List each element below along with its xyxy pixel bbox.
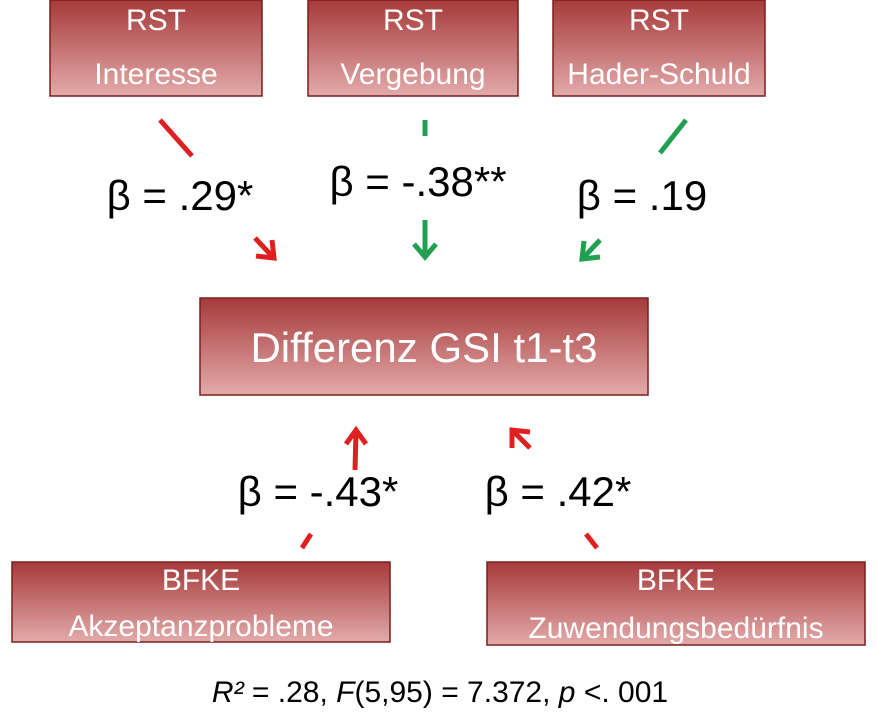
node-box [11,561,391,643]
edge-label: β = -.43* [238,468,399,515]
arrows [158,118,688,550]
arrow-head [412,242,438,261]
edge-label: β = .42* [485,468,632,515]
arrow-tail [158,118,194,158]
arrow-head [343,425,369,446]
footer-part: R² [212,676,245,709]
node-label: Hader-Schuld [567,58,750,91]
node-box [552,0,766,97]
node-label: BFKE [162,564,240,597]
node-label: Interesse [94,58,217,91]
edge-label: β = .19 [577,172,707,219]
arrow-shaft [352,431,359,471]
footer-part: (5,95) = 7.372, [354,676,558,709]
node-box [199,297,649,396]
boxes: RST Interesse RST Vergebung RST Hader-Schuld D… [11,0,866,646]
edge-label: β = -.38** [329,158,506,205]
footer-part: p [558,676,576,709]
arrow-head [579,240,601,262]
node-label: Differenz GSI t1-t3 [250,324,597,371]
node-label: BFKE [637,564,715,597]
footer-part: <. 001 [575,676,668,709]
footer-part: F [336,676,356,709]
arrow-tail [299,532,314,550]
edge-label: β = .29* [107,172,254,219]
node-label: RST [126,4,186,37]
node-label: RST [629,4,689,37]
footer-part: = .28, [244,676,337,709]
arrow-shaft [253,236,274,258]
node-box [307,0,519,97]
arrow-shaft [582,238,602,259]
edge-labels: β = .29* β = -.38** β = .19 β = -.43* β … [107,158,708,515]
node-box [49,0,263,97]
arrow-head [255,239,277,261]
arrow-tail [584,532,599,550]
node-label: Zuwendungsbedürfnis [528,612,823,645]
arrow-tail [658,118,688,155]
footer: R² = .28, F(5,95) = 7.372, p <. 001 [212,676,668,709]
node-box [486,561,866,646]
node-label: Akzeptanzprobleme [68,610,333,643]
arrow-head [509,427,531,448]
node-label: Vergebung [340,58,485,91]
node-label: RST [383,4,443,37]
arrow-shaft [512,430,532,450]
